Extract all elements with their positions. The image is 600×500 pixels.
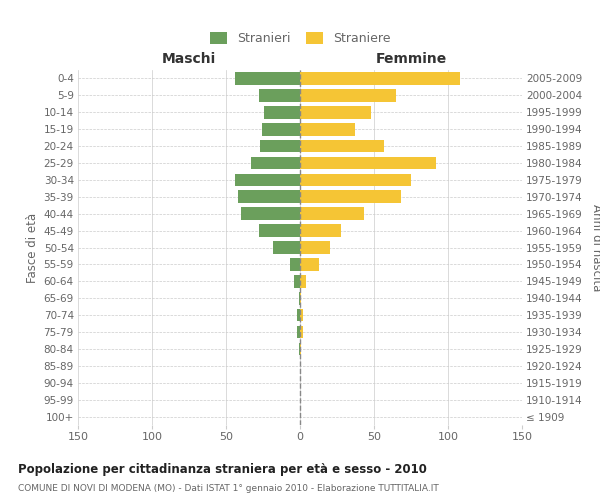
Legend: Stranieri, Straniere: Stranieri, Straniere [205,26,395,50]
Bar [251,156,300,170]
Bar [297,326,300,338]
Bar [259,89,300,102]
Bar [262,123,300,136]
Bar [235,72,300,85]
Bar [265,106,300,118]
Bar [290,258,300,270]
Text: Maschi: Maschi [162,52,216,66]
Bar [274,241,300,254]
Y-axis label: Anni di nascita: Anni di nascita [590,204,600,291]
Bar [300,241,329,254]
Bar [297,309,300,322]
Bar [300,72,460,85]
Bar [300,208,364,220]
Bar [238,190,300,203]
Bar [300,326,303,338]
Text: COMUNE DI NOVI DI MODENA (MO) - Dati ISTAT 1° gennaio 2010 - Elaborazione TUTTIT: COMUNE DI NOVI DI MODENA (MO) - Dati IST… [18,484,439,493]
Bar [300,292,301,304]
Bar [300,89,396,102]
Bar [300,106,371,118]
Y-axis label: Fasce di età: Fasce di età [26,212,40,282]
Bar [300,190,401,203]
Text: Popolazione per cittadinanza straniera per età e sesso - 2010: Popolazione per cittadinanza straniera p… [18,462,427,475]
Bar [300,342,301,355]
Bar [300,140,385,152]
Bar [300,174,411,186]
Bar [300,123,355,136]
Bar [300,275,306,287]
Bar [241,208,300,220]
Bar [299,342,300,355]
Bar [259,224,300,237]
Bar [300,156,436,170]
Bar [300,224,341,237]
Bar [299,292,300,304]
Text: Femmine: Femmine [376,52,446,66]
Bar [260,140,300,152]
Bar [294,275,300,287]
Bar [300,309,303,322]
Bar [300,258,319,270]
Bar [235,174,300,186]
